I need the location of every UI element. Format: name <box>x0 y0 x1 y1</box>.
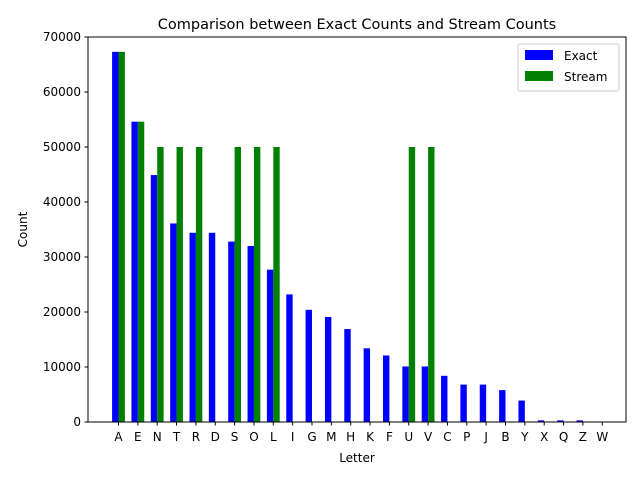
x-tick-label: R <box>192 430 200 444</box>
x-axis-label: Letter <box>339 451 375 465</box>
x-tick-label: Y <box>520 430 529 444</box>
bar-exact-E <box>131 121 138 422</box>
x-tick-label: O <box>249 430 258 444</box>
y-tick-label: 30000 <box>43 250 81 264</box>
y-tick-label: 50000 <box>43 140 81 154</box>
bar-exact-F <box>383 355 390 422</box>
bar-exact-C <box>441 375 448 422</box>
bar-stream-L <box>273 147 280 422</box>
bar-exact-B <box>499 390 506 422</box>
x-tick-label: Z <box>579 430 587 444</box>
bar-exact-Y <box>518 400 525 422</box>
bar-stream-O <box>253 147 261 422</box>
bar-stream-N <box>157 147 164 422</box>
y-tick-label: 20000 <box>43 305 81 319</box>
x-tick-label: B <box>501 430 509 444</box>
x-tick-label: V <box>424 430 433 444</box>
x-tick-label: A <box>114 430 123 444</box>
bar-exact-G <box>305 309 312 422</box>
x-tick-label: L <box>270 430 277 444</box>
bars-layer <box>112 51 583 422</box>
x-tick-label: C <box>443 430 451 444</box>
bar-exact-I <box>286 294 293 422</box>
bar-stream-U <box>408 147 416 422</box>
bar-stream-S <box>234 147 241 422</box>
y-tick-label: 70000 <box>43 30 81 44</box>
y-axis-label: Count <box>16 211 30 247</box>
x-tick-label: M <box>326 430 336 444</box>
legend-label-exact: Exact <box>564 49 598 63</box>
legend-swatch-stream <box>525 71 553 81</box>
bar-stream-A <box>118 51 125 422</box>
x-tick-label: T <box>172 430 181 444</box>
x-tick-label: Q <box>559 430 568 444</box>
bar-exact-N <box>150 175 158 422</box>
bar-exact-Q <box>557 420 564 422</box>
x-tick-label: D <box>211 430 220 444</box>
bar-stream-V <box>428 147 435 422</box>
plot-frame <box>87 36 627 423</box>
x-tick-label: K <box>366 430 375 444</box>
x-tick-label: U <box>404 430 413 444</box>
y-tick-label: 10000 <box>43 360 81 374</box>
x-tick-label: H <box>346 430 355 444</box>
bar-exact-V <box>421 366 429 422</box>
legend: Exact Stream <box>517 43 620 92</box>
x-tick-label: N <box>153 430 162 444</box>
legend-swatch-exact <box>525 50 553 60</box>
bar-exact-R <box>189 232 196 422</box>
bar-exact-Z <box>576 420 583 422</box>
bar-exact-A <box>112 51 119 422</box>
bar-stream-R <box>195 147 203 422</box>
x-tick-label: S <box>231 430 239 444</box>
x-tick-label: W <box>596 430 608 444</box>
y-tick-label: 0 <box>73 415 81 429</box>
bar-exact-M <box>324 316 332 422</box>
y-tick-label: 40000 <box>43 195 81 209</box>
x-tick-label: F <box>386 430 393 444</box>
y-axis: 0 10000 20000 30000 40000 50000 60000 70000 <box>43 30 88 429</box>
bar-exact-K <box>363 348 371 422</box>
x-tick-label: E <box>134 430 142 444</box>
x-tick-label: X <box>540 430 548 444</box>
bar-exact-X <box>537 420 545 422</box>
bar-exact-T <box>170 223 177 422</box>
x-tick-label: I <box>291 430 295 444</box>
x-tick-label: J <box>483 430 488 444</box>
bar-exact-D <box>208 232 216 422</box>
bar-stream-E <box>137 121 145 422</box>
x-tick-label: G <box>307 430 316 444</box>
bar-exact-P <box>460 384 467 422</box>
bar-exact-U <box>402 366 409 422</box>
x-tick-label: P <box>463 430 470 444</box>
y-tick-label: 60000 <box>43 85 81 99</box>
bar-exact-L <box>266 269 274 422</box>
bar-exact-H <box>344 329 351 422</box>
legend-label-stream: Stream <box>564 70 607 84</box>
bar-exact-O <box>247 246 254 422</box>
bar-exact-S <box>228 241 235 422</box>
bar-exact-J <box>479 384 487 422</box>
bar-stream-T <box>176 147 183 422</box>
chart-title: Comparison between Exact Counts and Stre… <box>158 17 556 33</box>
